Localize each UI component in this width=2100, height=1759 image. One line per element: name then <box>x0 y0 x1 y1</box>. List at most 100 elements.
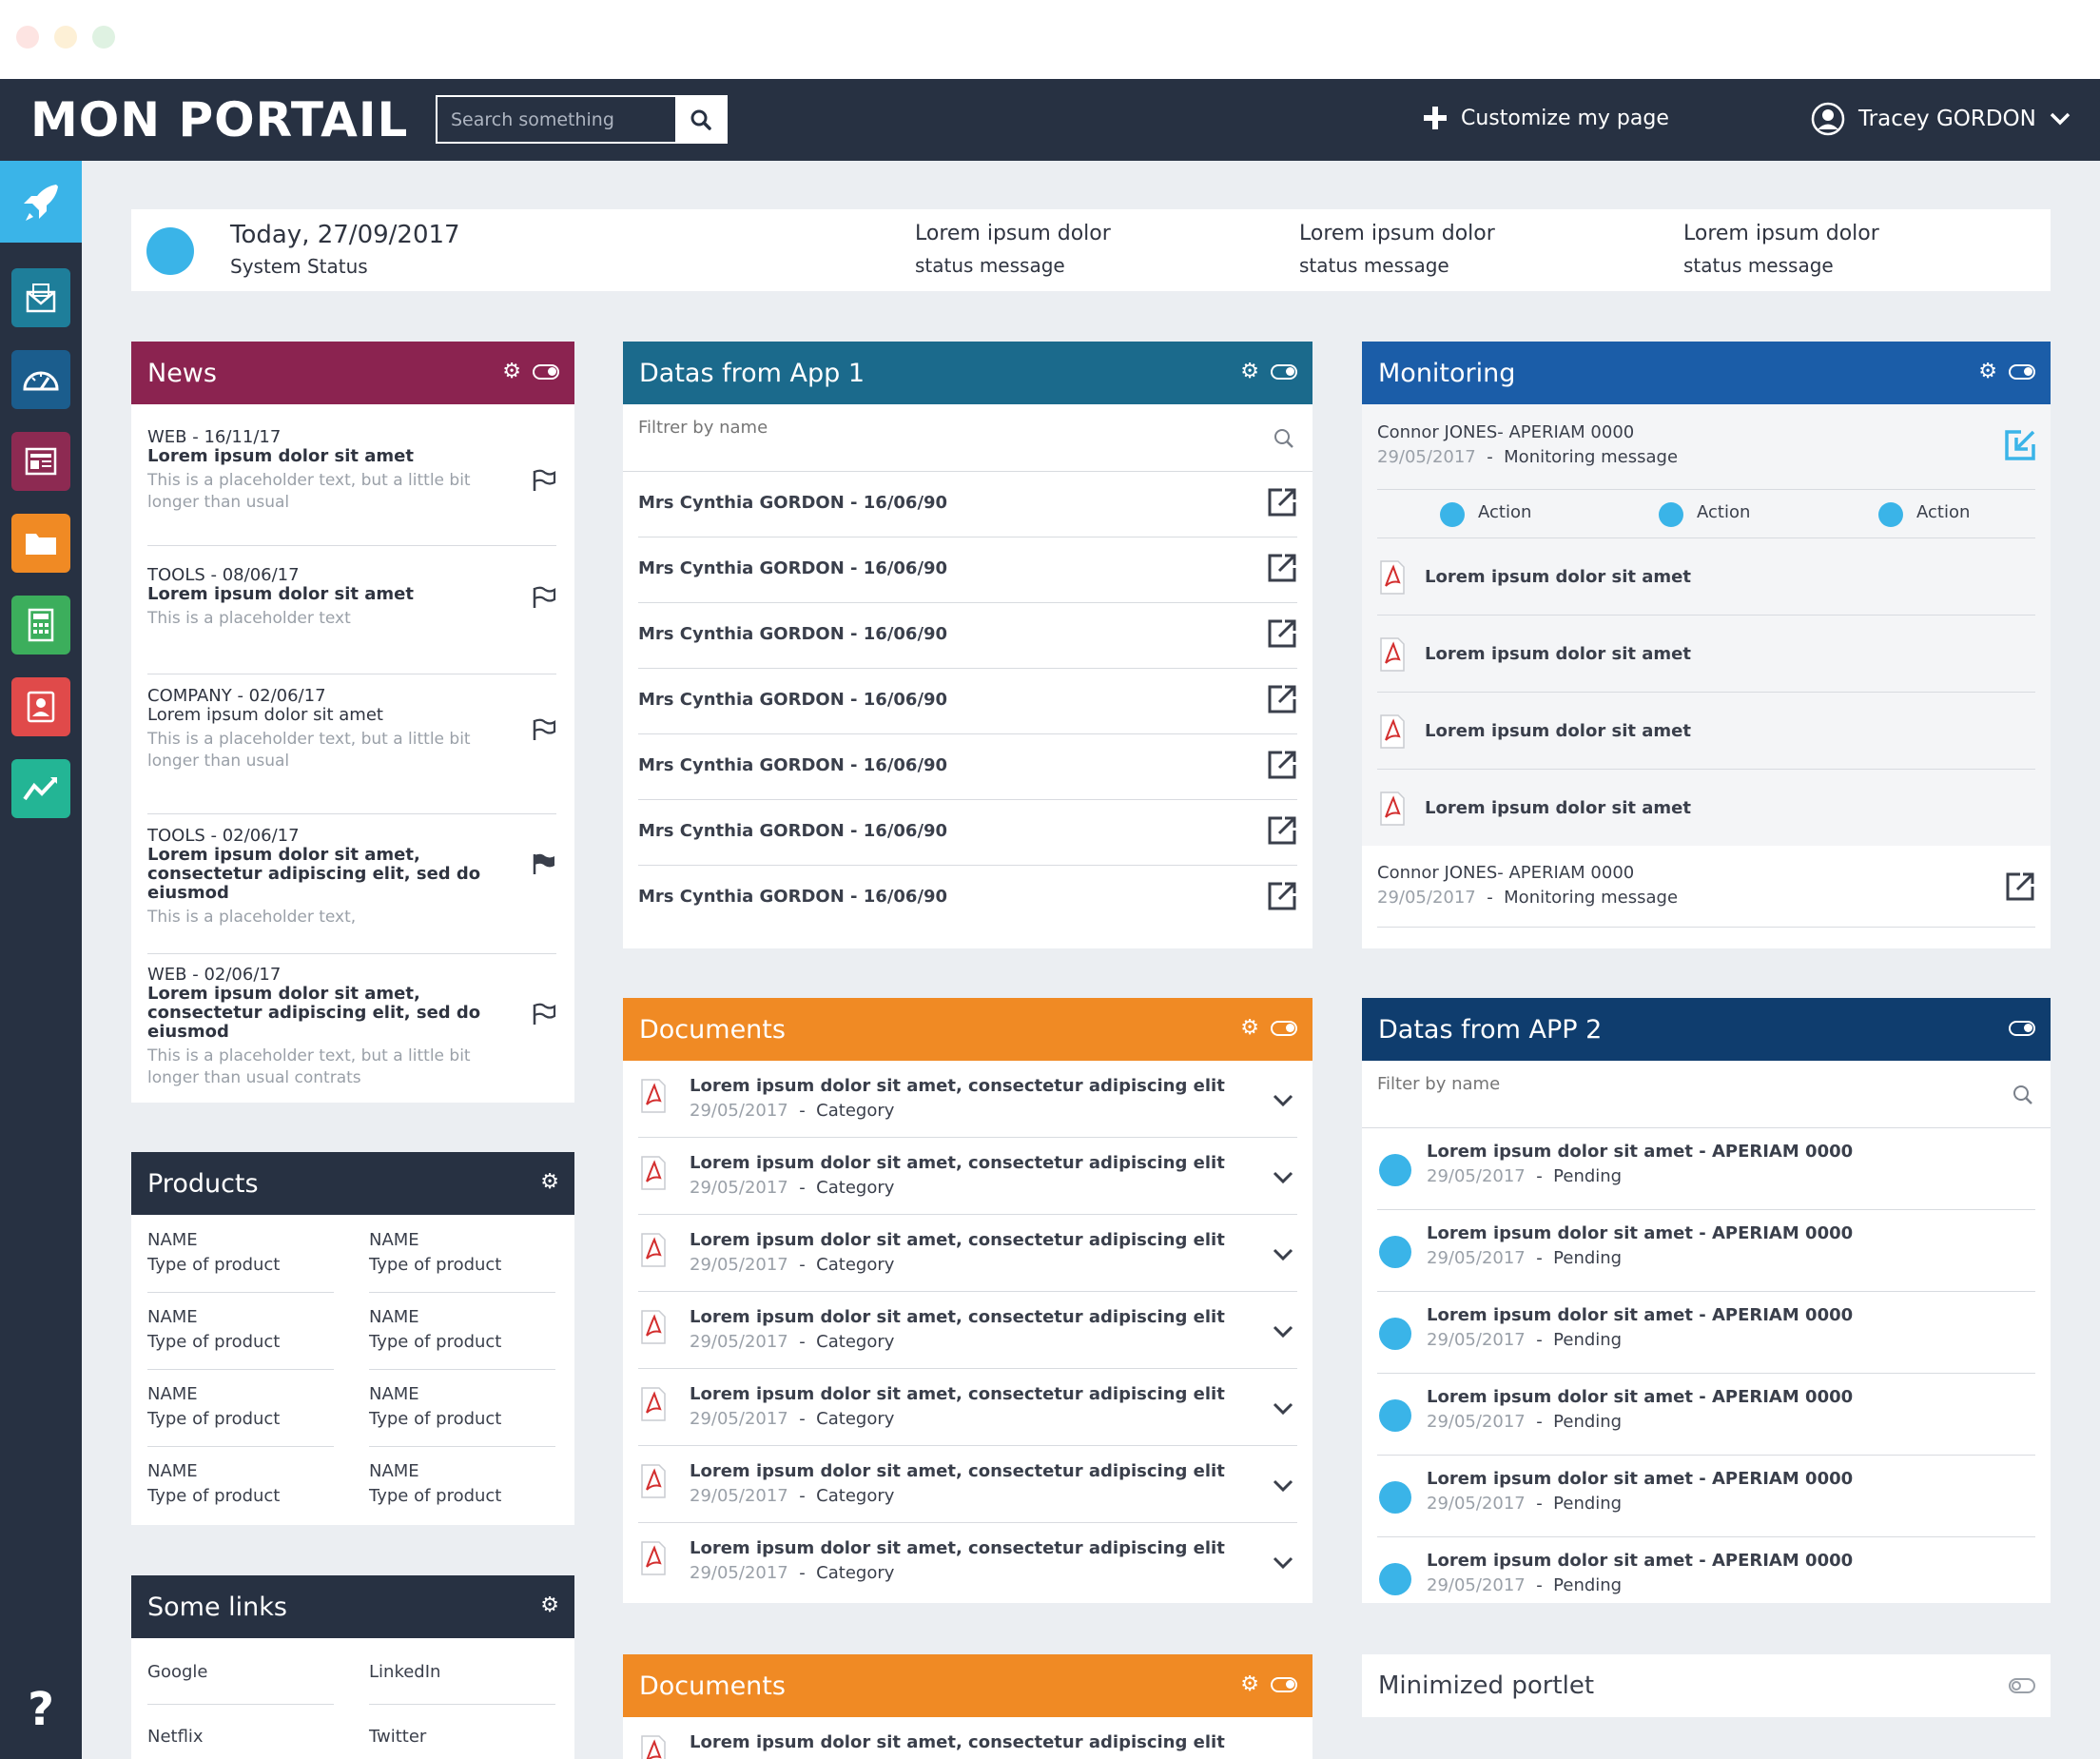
app1-row[interactable]: Mrs Cynthia GORDON - 16/06/90 <box>638 624 948 644</box>
action-button[interactable]: Action <box>1916 502 1971 522</box>
toggle-icon[interactable] <box>1271 1021 1297 1036</box>
search-button[interactable] <box>675 97 726 142</box>
sidebar-item-news[interactable] <box>11 432 70 491</box>
chevron-down-icon[interactable] <box>1273 1094 1293 1107</box>
news-item[interactable]: WEB - 16/11/17 Lorem ipsum dolor sit ame… <box>147 427 556 546</box>
product-name[interactable]: NAME <box>369 1461 419 1481</box>
document-title[interactable]: Lorem ipsum dolor sit amet, consectetur … <box>690 1461 1225 1481</box>
toggle-icon[interactable] <box>533 364 559 380</box>
search-icon[interactable] <box>1274 428 1294 449</box>
app1-row[interactable]: Mrs Cynthia GORDON - 16/06/90 <box>638 493 948 513</box>
action-button[interactable]: Action <box>1697 502 1751 522</box>
flag-icon[interactable] <box>532 586 556 609</box>
search-input[interactable] <box>438 97 675 142</box>
search-icon[interactable] <box>2012 1085 2033 1105</box>
sidebar-item-launch[interactable] <box>0 161 82 243</box>
flag-icon[interactable] <box>532 1003 556 1026</box>
app2-row-title[interactable]: Lorem ipsum dolor sit amet - APERIAM 000… <box>1427 1223 1854 1243</box>
chevron-down-icon[interactable] <box>1273 1479 1293 1493</box>
app2-row-title[interactable]: Lorem ipsum dolor sit amet - APERIAM 000… <box>1427 1469 1854 1489</box>
sidebar-item-stats[interactable] <box>11 759 70 818</box>
news-item[interactable]: COMPANY - 02/06/17 Lorem ipsum dolor sit… <box>147 686 556 814</box>
app2-row-title[interactable]: Lorem ipsum dolor sit amet - APERIAM 000… <box>1427 1142 1854 1162</box>
app2-row-title[interactable]: Lorem ipsum dolor sit amet - APERIAM 000… <box>1427 1551 1854 1571</box>
customize-page-button[interactable]: Customize my page <box>1423 106 1669 130</box>
app1-row[interactable]: Mrs Cynthia GORDON - 16/06/90 <box>638 887 948 907</box>
close-window-button[interactable] <box>16 26 39 49</box>
toggle-icon[interactable] <box>1271 1677 1297 1692</box>
flag-icon[interactable] <box>532 469 556 492</box>
gear-icon[interactable]: ⚙ <box>1240 360 1259 383</box>
app1-filter-input[interactable] <box>638 418 1247 438</box>
external-link-icon[interactable] <box>1267 815 1297 846</box>
document-title[interactable]: Lorem ipsum dolor sit amet, consectetur … <box>690 1384 1225 1404</box>
external-link-icon[interactable] <box>1267 618 1297 649</box>
monitoring-file[interactable]: Lorem ipsum dolor sit amet <box>1425 644 1691 664</box>
monitoring-file[interactable]: Lorem ipsum dolor sit amet <box>1425 798 1691 818</box>
gear-icon[interactable]: ⚙ <box>1978 360 1997 383</box>
link-twitter[interactable]: Twitter <box>369 1727 427 1747</box>
news-item[interactable]: TOOLS - 08/06/17 Lorem ipsum dolor sit a… <box>147 565 556 674</box>
sidebar-item-contacts[interactable] <box>11 677 70 736</box>
document-title[interactable]: Lorem ipsum dolor sit amet, consectetur … <box>690 1307 1225 1327</box>
external-link-icon[interactable] <box>2005 871 2035 902</box>
flag-filled-icon[interactable] <box>532 852 556 875</box>
product-name[interactable]: NAME <box>369 1230 419 1250</box>
gear-icon[interactable]: ⚙ <box>1240 1016 1259 1040</box>
app2-row-title[interactable]: Lorem ipsum dolor sit amet - APERIAM 000… <box>1427 1305 1854 1325</box>
sidebar-item-dashboard[interactable] <box>11 350 70 409</box>
document-title[interactable]: Lorem ipsum dolor sit amet, consectetur … <box>690 1230 1225 1250</box>
gear-icon[interactable]: ⚙ <box>502 360 521 383</box>
external-link-icon[interactable] <box>1267 487 1297 518</box>
collapse-icon[interactable] <box>2004 429 2036 461</box>
chevron-down-icon[interactable] <box>1273 1556 1293 1570</box>
external-link-icon[interactable] <box>1267 684 1297 714</box>
gear-icon[interactable]: ⚙ <box>1240 1672 1259 1696</box>
chevron-down-icon[interactable] <box>1273 1402 1293 1416</box>
app1-row[interactable]: Mrs Cynthia GORDON - 16/06/90 <box>638 558 948 578</box>
link-google[interactable]: Google <box>147 1662 208 1682</box>
news-item[interactable]: TOOLS - 02/06/17 Lorem ipsum dolor sit a… <box>147 826 556 954</box>
product-name[interactable]: NAME <box>369 1307 419 1327</box>
app1-row[interactable]: Mrs Cynthia GORDON - 16/06/90 <box>638 755 948 775</box>
chevron-down-icon[interactable] <box>1273 1248 1293 1261</box>
sidebar-item-calculator[interactable] <box>11 596 70 655</box>
gear-icon[interactable]: ⚙ <box>540 1593 559 1617</box>
product-name[interactable]: NAME <box>147 1461 198 1481</box>
app2-filter-input[interactable] <box>1377 1074 1986 1094</box>
document-title[interactable]: Lorem ipsum dolor sit amet, consectetur … <box>690 1732 1225 1752</box>
link-linkedin[interactable]: LinkedIn <box>369 1662 441 1682</box>
product-name[interactable]: NAME <box>147 1230 198 1250</box>
toggle-icon[interactable] <box>2009 364 2035 380</box>
app1-row[interactable]: Mrs Cynthia GORDON - 16/06/90 <box>638 821 948 841</box>
logo[interactable]: MON PORTAIL <box>30 92 409 147</box>
product-name[interactable]: NAME <box>369 1384 419 1404</box>
user-menu[interactable]: Tracey GORDON <box>1811 102 2071 136</box>
document-title[interactable]: Lorem ipsum dolor sit amet, consectetur … <box>690 1538 1225 1558</box>
zoom-window-button[interactable] <box>92 26 115 49</box>
external-link-icon[interactable] <box>1267 553 1297 583</box>
sidebar-item-mail[interactable] <box>11 268 70 327</box>
sidebar-item-folders[interactable] <box>11 514 70 573</box>
document-title[interactable]: Lorem ipsum dolor sit amet, consectetur … <box>690 1153 1225 1173</box>
toggle-icon[interactable] <box>2009 1678 2035 1693</box>
toggle-icon[interactable] <box>1271 364 1297 380</box>
external-link-icon[interactable] <box>1267 750 1297 780</box>
action-button[interactable]: Action <box>1478 502 1532 522</box>
toggle-icon[interactable] <box>2009 1021 2035 1036</box>
app1-row[interactable]: Mrs Cynthia GORDON - 16/06/90 <box>638 690 948 710</box>
product-name[interactable]: NAME <box>147 1384 198 1404</box>
document-title[interactable]: Lorem ipsum dolor sit amet, consectetur … <box>690 1076 1225 1096</box>
link-netflix[interactable]: Netflix <box>147 1727 204 1747</box>
monitoring-file[interactable]: Lorem ipsum dolor sit amet <box>1425 567 1691 587</box>
help-button[interactable]: ? <box>28 1683 54 1736</box>
product-name[interactable]: NAME <box>147 1307 198 1327</box>
monitoring-file[interactable]: Lorem ipsum dolor sit amet <box>1425 721 1691 741</box>
news-item[interactable]: WEB - 02/06/17 Lorem ipsum dolor sit ame… <box>147 965 556 1098</box>
app2-row-title[interactable]: Lorem ipsum dolor sit amet - APERIAM 000… <box>1427 1387 1854 1407</box>
chevron-down-icon[interactable] <box>1273 1171 1293 1184</box>
gear-icon[interactable]: ⚙ <box>540 1170 559 1194</box>
external-link-icon[interactable] <box>1267 881 1297 911</box>
chevron-down-icon[interactable] <box>1273 1325 1293 1339</box>
flag-icon[interactable] <box>532 718 556 741</box>
